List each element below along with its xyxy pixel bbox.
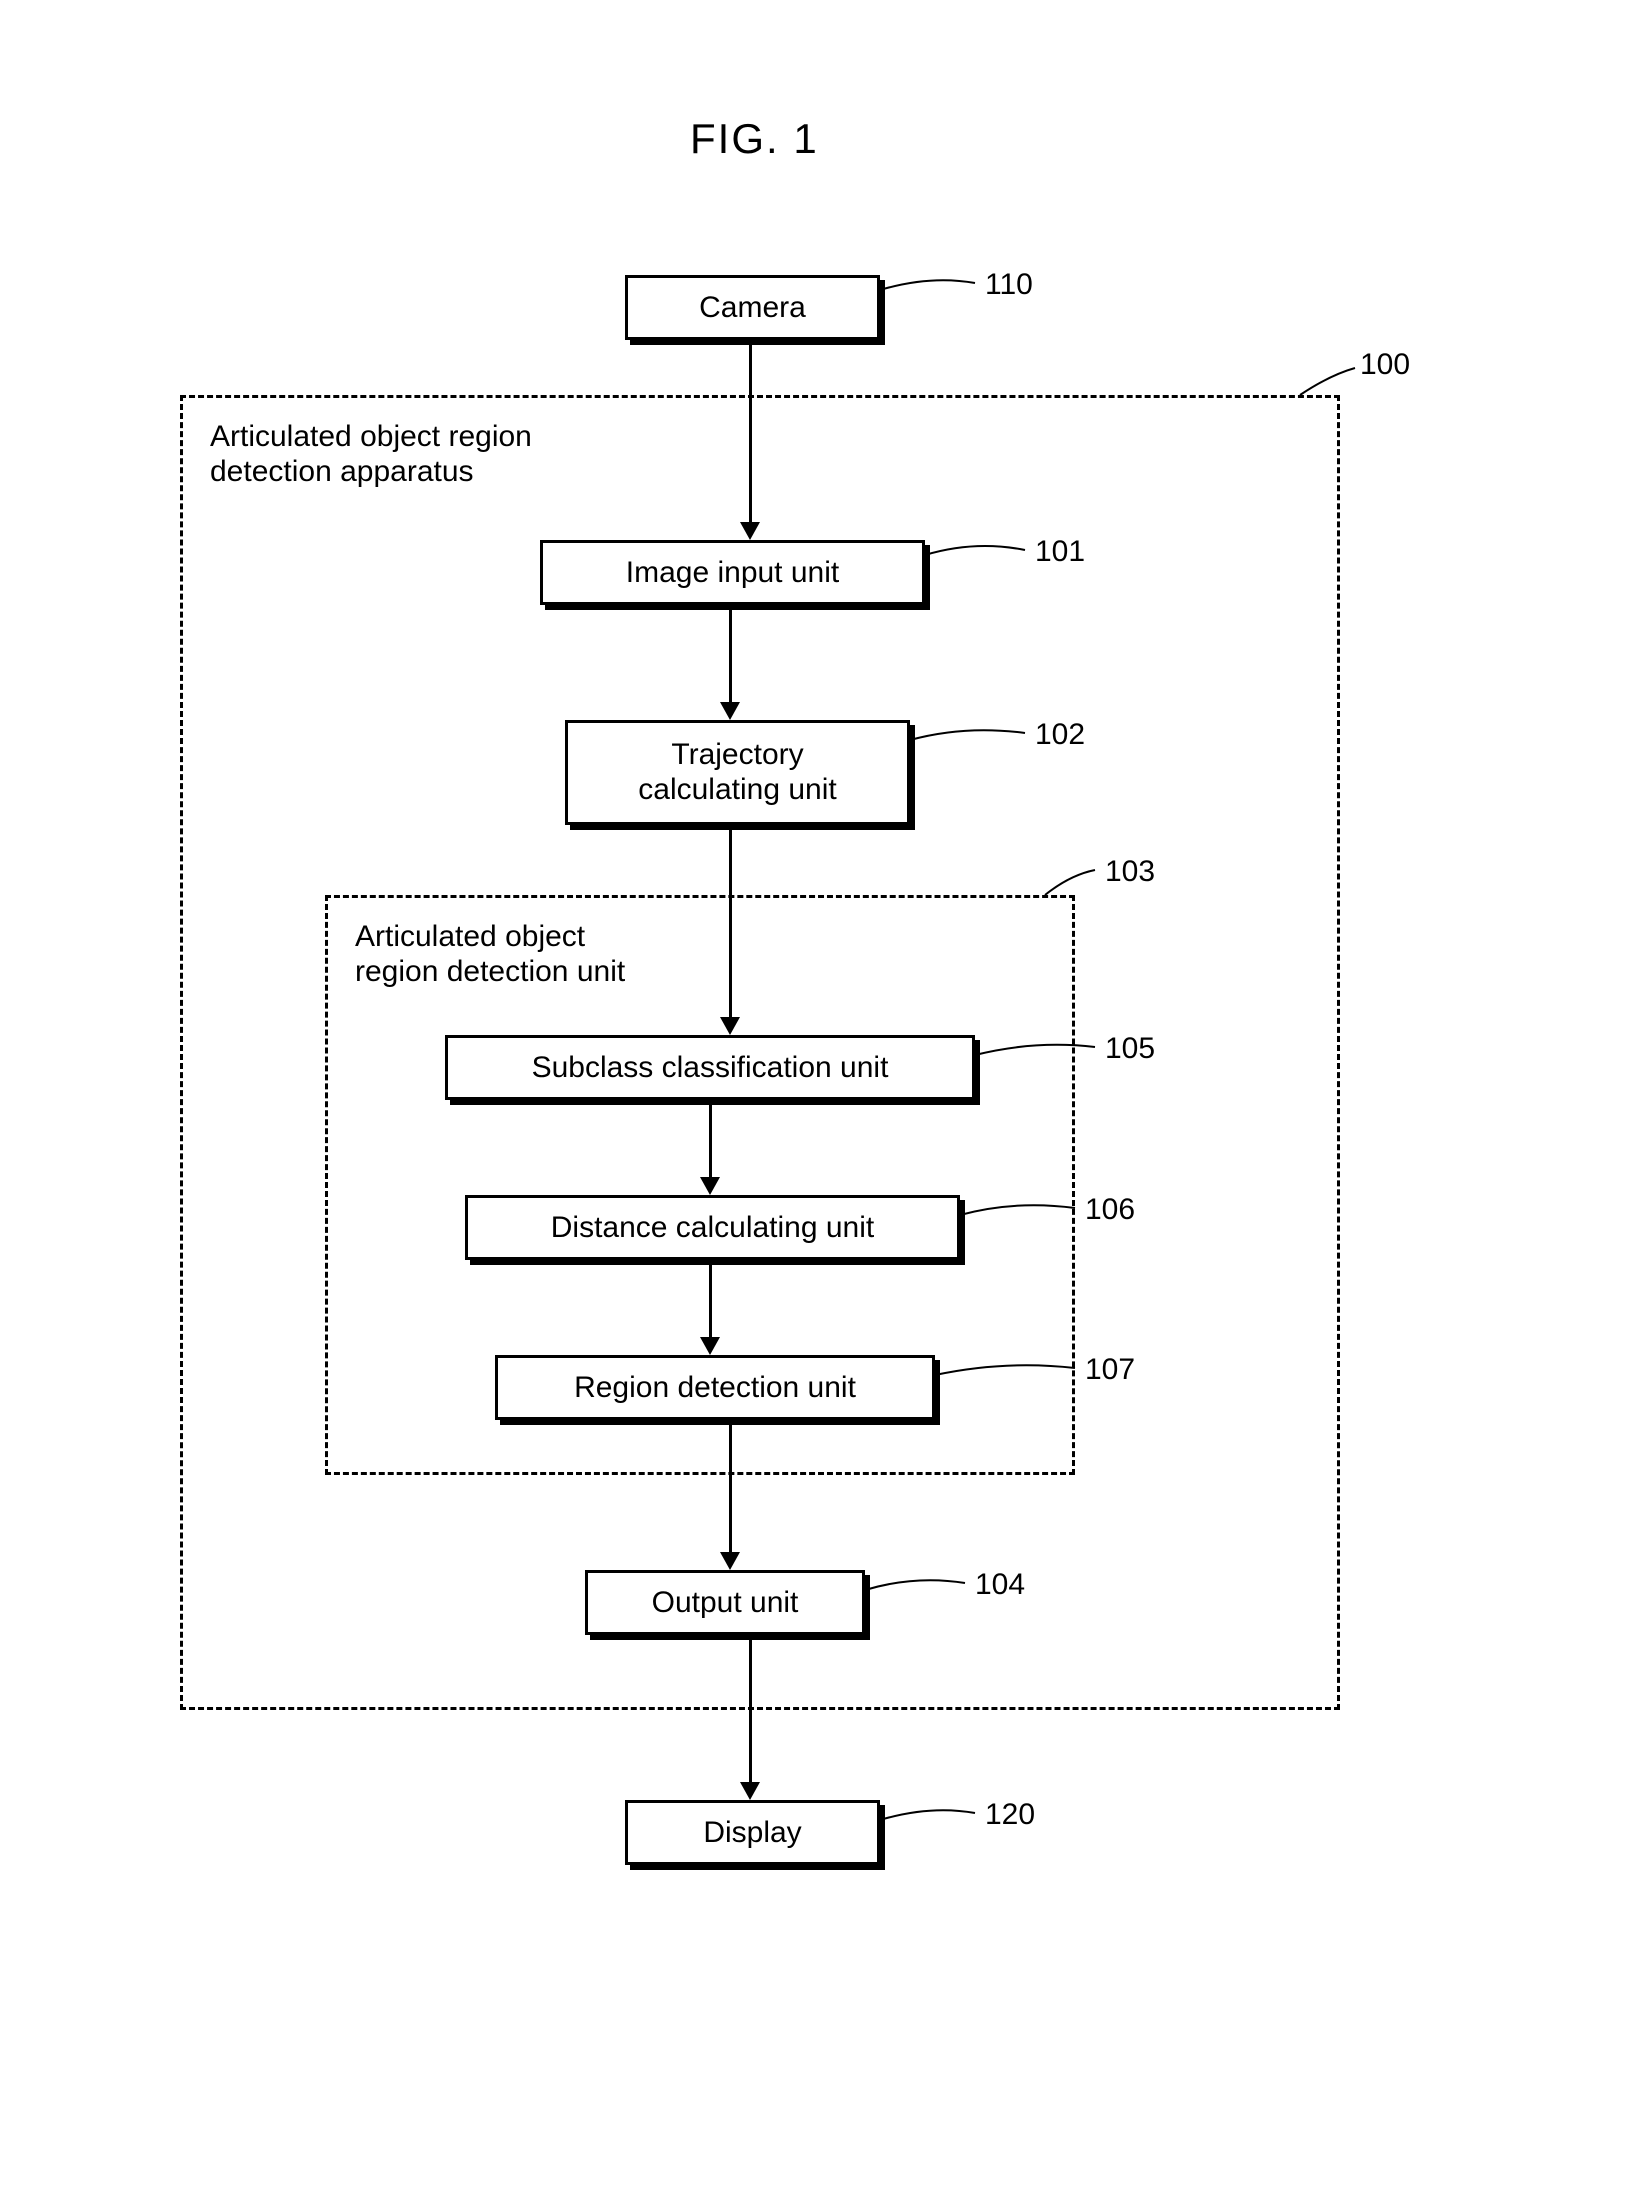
trajectory-box: Trajectory calculating unit	[565, 720, 910, 825]
trajectory-text: Trajectory calculating unit	[638, 738, 836, 807]
ref-106: 106	[1085, 1193, 1135, 1227]
image-input-text: Image input unit	[626, 556, 839, 590]
camera-box: Camera	[625, 275, 880, 340]
ref-107: 107	[1085, 1353, 1135, 1387]
display-box: Display	[625, 1800, 880, 1865]
ref-103: 103	[1105, 855, 1155, 889]
detection-unit-label: Articulated object region detection unit	[355, 920, 625, 989]
region-detection-text: Region detection unit	[574, 1371, 856, 1405]
display-text: Display	[703, 1816, 801, 1850]
ref-105: 105	[1105, 1032, 1155, 1066]
region-detection-box: Region detection unit	[495, 1355, 935, 1420]
output-text: Output unit	[652, 1586, 799, 1620]
image-input-box: Image input unit	[540, 540, 925, 605]
apparatus-label: Articulated object region detection appa…	[210, 420, 532, 489]
ref-100: 100	[1360, 348, 1410, 382]
distance-box: Distance calculating unit	[465, 1195, 960, 1260]
distance-text: Distance calculating unit	[551, 1211, 875, 1245]
ref-101: 101	[1035, 535, 1085, 569]
camera-text: Camera	[699, 291, 806, 325]
subclass-text: Subclass classification unit	[532, 1051, 889, 1085]
ref-120: 120	[985, 1798, 1035, 1832]
ref-110: 110	[985, 268, 1033, 302]
output-box: Output unit	[585, 1570, 865, 1635]
subclass-box: Subclass classification unit	[445, 1035, 975, 1100]
figure-title: FIG. 1	[690, 115, 819, 163]
ref-104: 104	[975, 1568, 1025, 1602]
ref-102: 102	[1035, 718, 1085, 752]
